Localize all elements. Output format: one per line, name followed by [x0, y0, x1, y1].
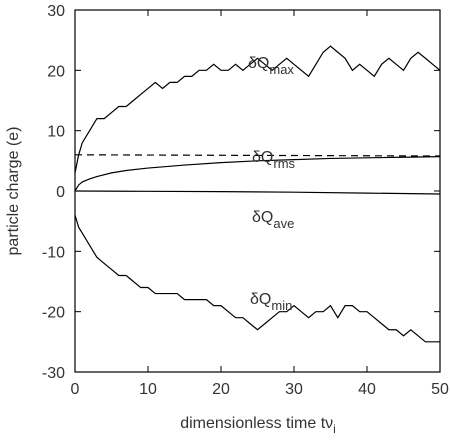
annotation-main: δQ [250, 291, 271, 308]
annotation-sub: min [271, 298, 292, 313]
annotation-sub: ave [273, 216, 294, 231]
x-tick-label: 30 [285, 381, 303, 398]
data-line [74, 45, 441, 174]
x-tick-label: 10 [139, 381, 157, 398]
y-tick-label: 10 [47, 124, 65, 141]
y-tick-label: 30 [47, 3, 65, 20]
y-tick-label: -10 [42, 244, 65, 261]
annotation-sub: rms [273, 156, 295, 171]
y-tick-label: -30 [42, 365, 65, 382]
annotation-sub: max [269, 62, 294, 77]
annotation: δQmax [248, 55, 294, 77]
x-tick-label: 20 [212, 381, 230, 398]
x-tick-label: 40 [358, 381, 376, 398]
data-line [74, 156, 441, 192]
x-tick-label: 50 [431, 381, 449, 398]
annotation: δQrms [252, 149, 296, 171]
annotation-main: δQ [252, 149, 273, 166]
y-axis-label: particle charge (e) [5, 127, 22, 256]
x-axis-label-sub: i [333, 422, 336, 436]
x-tick-label: 0 [71, 381, 80, 398]
x-axis-label-main: dimensionless time tν [180, 415, 333, 432]
annotation: δQave [252, 209, 294, 231]
x-axis-label: dimensionless time tνi [180, 415, 336, 436]
y-tick-label: 20 [47, 63, 65, 80]
y-tick-label: 0 [56, 184, 65, 201]
annotation-main: δQ [252, 209, 273, 226]
y-tick-label: -20 [42, 305, 65, 322]
annotation-main: δQ [248, 55, 269, 72]
data-line [74, 214, 440, 343]
annotation: δQmin [250, 291, 292, 313]
data-line [74, 190, 441, 195]
data-line [74, 154, 441, 157]
